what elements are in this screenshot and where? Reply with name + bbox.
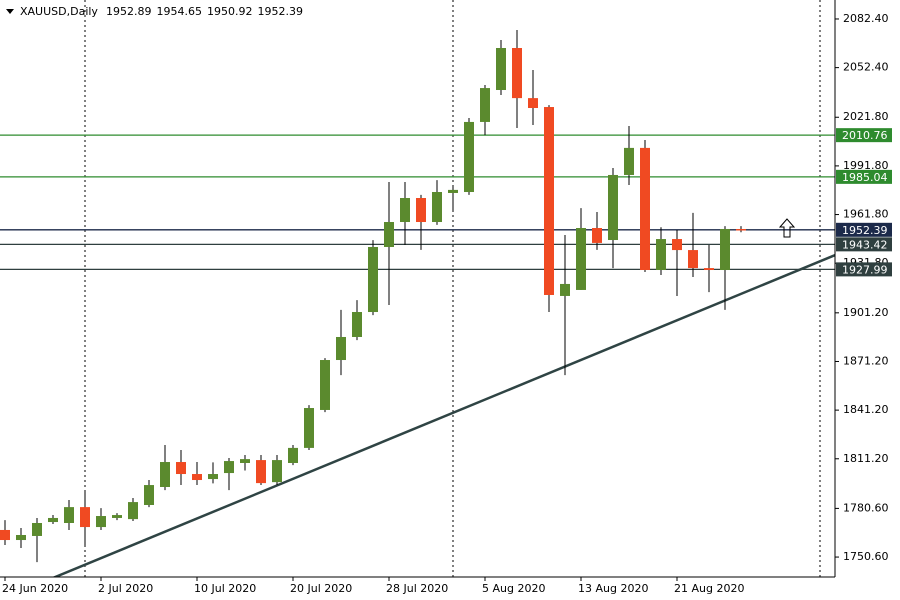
- header-open: 1952.89: [106, 5, 152, 18]
- y-tick-label: 1871.20: [843, 354, 889, 367]
- candle-body: [272, 460, 282, 483]
- level-price-label: 2010.76: [842, 129, 888, 142]
- candle-body: [464, 121, 474, 193]
- trend-line: [52, 253, 835, 577]
- candle-body: [368, 246, 378, 313]
- candle-body: [432, 192, 442, 223]
- candle-body: [240, 459, 250, 463]
- candle-body: [208, 474, 218, 480]
- candle-body: [560, 283, 570, 296]
- header-close: 1952.39: [257, 5, 303, 18]
- level-price-box: [836, 222, 892, 237]
- candle-body: [224, 461, 234, 474]
- candle-body: [624, 147, 634, 175]
- level-price-label: 1943.42: [842, 238, 888, 251]
- y-tick-label: 1841.20: [843, 403, 889, 416]
- candle-body: [128, 502, 138, 520]
- x-tick-label: 13 Aug 2020: [578, 582, 648, 595]
- candle-body: [416, 198, 426, 223]
- candle-body: [112, 515, 122, 518]
- candle-body: [672, 239, 682, 251]
- candle-body: [288, 447, 298, 463]
- header-low: 1950.92: [207, 5, 253, 18]
- y-tick-label: 1811.20: [843, 452, 889, 465]
- candle-body: [144, 485, 154, 505]
- candle-body: [736, 228, 746, 231]
- level-price-box: [836, 262, 892, 277]
- symbol-header: XAUUSD,Daily 1952.89 1954.65 1950.92 1952.39: [20, 5, 303, 18]
- y-tick-label: 1780.60: [843, 501, 889, 514]
- x-tick-label: 20 Jul 2020: [290, 582, 352, 595]
- arrow-icon: [778, 218, 796, 238]
- x-tick-label: 10 Jul 2020: [194, 582, 256, 595]
- candle-body: [528, 98, 538, 109]
- candle-body: [512, 48, 522, 99]
- level-price-label: 1927.99: [842, 263, 888, 276]
- level-price-label: 1952.39: [842, 224, 888, 237]
- candle-body: [400, 198, 410, 223]
- candle-body: [64, 507, 74, 523]
- y-tick-label: 1901.20: [843, 306, 889, 319]
- x-tick-label: 2 Jul 2020: [98, 582, 153, 595]
- candle-body: [544, 107, 554, 295]
- candle-body: [176, 462, 186, 475]
- candle-body: [80, 507, 90, 528]
- candle-body: [96, 516, 106, 528]
- x-tick-label: 28 Jul 2020: [386, 582, 448, 595]
- candle-body: [192, 474, 202, 481]
- candle-body: [256, 460, 266, 484]
- y-tick-label: 2082.40: [843, 12, 889, 25]
- candle-body: [448, 189, 458, 193]
- candle-body: [496, 48, 506, 91]
- level-price-box: [836, 169, 892, 184]
- candle-body: [640, 147, 650, 271]
- candle-body: [16, 534, 26, 541]
- candle-body: [48, 517, 58, 523]
- candle-body: [480, 88, 490, 122]
- candle-body: [592, 228, 602, 243]
- level-price-box: [836, 128, 892, 143]
- candle-body: [656, 239, 666, 271]
- candle-body: [160, 462, 170, 487]
- level-price-box: [836, 237, 892, 252]
- candle-body: [384, 222, 394, 247]
- plot-layer: [0, 0, 835, 577]
- y-tick-label: 1991.80: [843, 159, 889, 172]
- candle-body: [304, 408, 314, 448]
- candle-body: [32, 522, 42, 536]
- candle-body: [608, 174, 618, 241]
- symbol: XAUUSD,Daily: [20, 5, 98, 18]
- x-tick-label: 21 Aug 2020: [674, 582, 744, 595]
- candle-body: [720, 228, 730, 271]
- candle-body: [704, 268, 714, 271]
- candle-body: [688, 250, 698, 269]
- candle-body: [0, 529, 10, 541]
- header-high: 1954.65: [156, 5, 202, 18]
- y-tick-label: 1961.80: [843, 208, 889, 221]
- y-tick-label: 2021.80: [843, 110, 889, 123]
- x-tick-label: 24 Jun 2020: [2, 582, 68, 595]
- y-tick-label: 2052.40: [843, 61, 889, 74]
- level-price-label: 1985.04: [842, 171, 888, 184]
- candle-body: [320, 360, 330, 410]
- x-tick-label: 5 Aug 2020: [482, 582, 545, 595]
- candle-body: [336, 336, 346, 361]
- candle-body: [352, 312, 362, 337]
- menu-triangle: [6, 9, 14, 14]
- y-tick-label: 1750.60: [843, 550, 889, 563]
- candle-body: [576, 228, 586, 290]
